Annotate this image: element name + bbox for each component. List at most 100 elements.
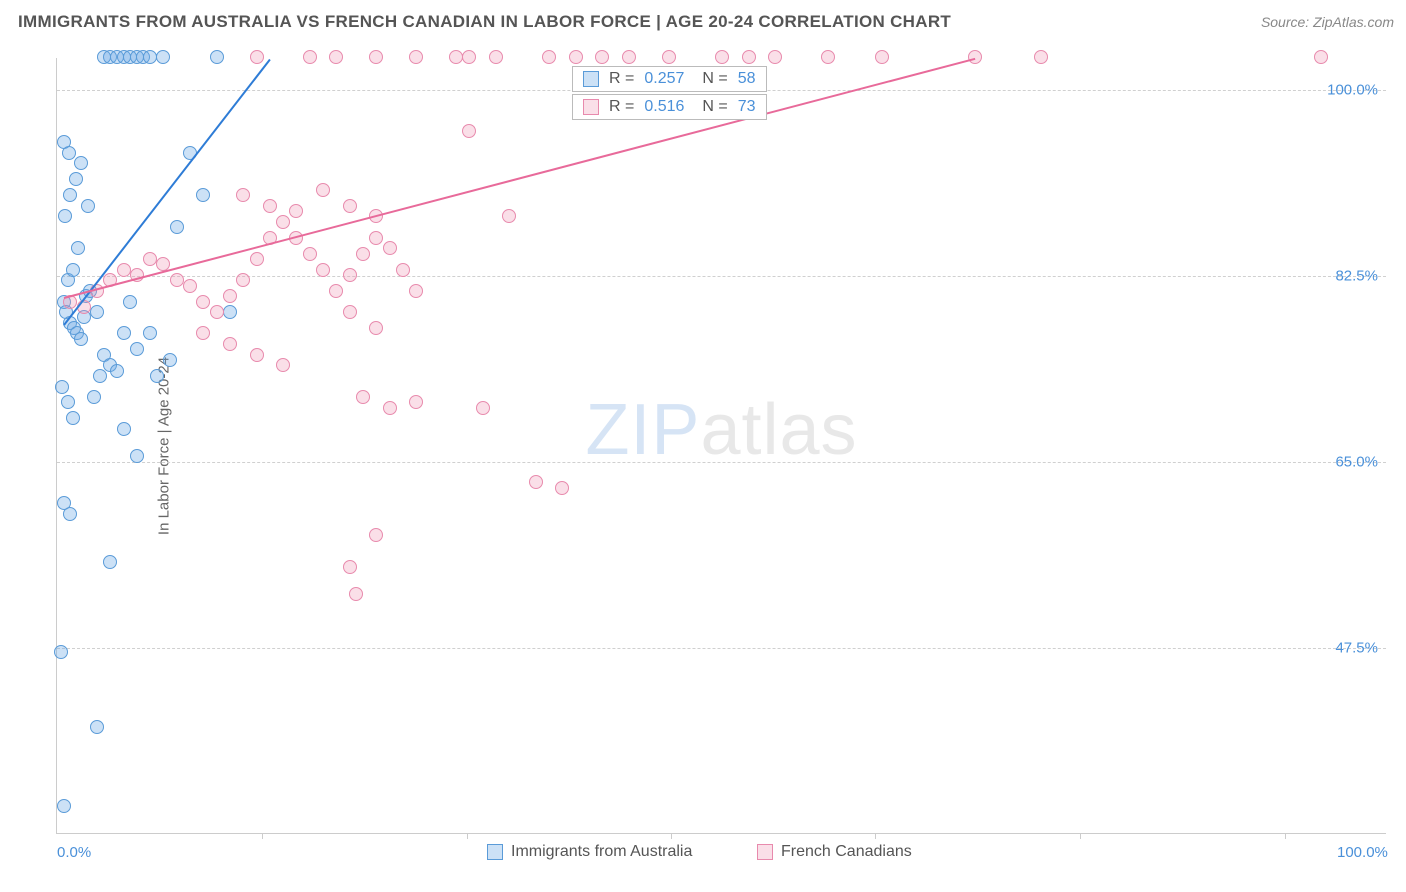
scatter-point	[462, 50, 476, 64]
scatter-point	[61, 395, 75, 409]
scatter-point	[489, 50, 503, 64]
scatter-point	[69, 172, 83, 186]
scatter-point	[1314, 50, 1328, 64]
scatter-point	[462, 124, 476, 138]
title-bar: IMMIGRANTS FROM AUSTRALIA VS FRENCH CANA…	[0, 0, 1406, 44]
gridline-h	[57, 648, 1386, 649]
scatter-point	[130, 449, 144, 463]
scatter-point	[329, 284, 343, 298]
scatter-point	[62, 146, 76, 160]
scatter-point	[369, 231, 383, 245]
scatter-point	[383, 241, 397, 255]
series-legend-item: Immigrants from Australia	[487, 843, 692, 861]
scatter-point	[1034, 50, 1048, 64]
scatter-point	[170, 273, 184, 287]
legend-swatch	[583, 99, 599, 115]
y-tick-label: 47.5%	[1335, 639, 1378, 656]
scatter-point	[66, 411, 80, 425]
scatter-point	[143, 252, 157, 266]
scatter-point	[409, 284, 423, 298]
scatter-point	[90, 305, 104, 319]
scatter-point	[343, 560, 357, 574]
scatter-point	[196, 188, 210, 202]
y-axis-label: In Labor Force | Age 20-24	[156, 356, 173, 534]
scatter-point	[63, 507, 77, 521]
scatter-point	[250, 252, 264, 266]
scatter-point	[156, 50, 170, 64]
x-tick-mark	[671, 833, 672, 839]
scatter-point	[236, 188, 250, 202]
y-tick-label: 82.5%	[1335, 267, 1378, 284]
scatter-point	[356, 390, 370, 404]
x-tick-mark	[262, 833, 263, 839]
x-tick-label: 100.0%	[1337, 844, 1388, 861]
scatter-point	[622, 50, 636, 64]
stat-n-label: N =	[702, 98, 727, 116]
scatter-point	[170, 220, 184, 234]
scatter-point	[223, 337, 237, 351]
scatter-point	[196, 295, 210, 309]
y-tick-label: 65.0%	[1335, 453, 1378, 470]
stat-n-value: 58	[738, 70, 756, 88]
watermark: ZIPatlas	[585, 389, 857, 471]
scatter-point	[289, 204, 303, 218]
scatter-point	[196, 326, 210, 340]
scatter-point	[476, 401, 490, 415]
scatter-point	[595, 50, 609, 64]
scatter-point	[71, 241, 85, 255]
scatter-point	[768, 50, 782, 64]
scatter-point	[55, 380, 69, 394]
x-tick-mark	[467, 833, 468, 839]
scatter-point	[183, 279, 197, 293]
scatter-point	[87, 390, 101, 404]
stats-legend-row: R = 0.257 N = 58	[572, 66, 767, 92]
legend-swatch	[583, 71, 599, 87]
scatter-point	[54, 645, 68, 659]
scatter-point	[66, 263, 80, 277]
scatter-point	[303, 50, 317, 64]
scatter-point	[369, 50, 383, 64]
x-tick-mark	[875, 833, 876, 839]
scatter-point	[130, 342, 144, 356]
stat-r-label: R =	[609, 70, 634, 88]
scatter-point	[143, 326, 157, 340]
scatter-point	[276, 358, 290, 372]
scatter-point	[529, 475, 543, 489]
x-tick-mark	[1080, 833, 1081, 839]
scatter-point	[57, 799, 71, 813]
series-legend-item: French Canadians	[757, 843, 912, 861]
stat-r-value: 0.257	[644, 70, 684, 88]
scatter-point	[58, 209, 72, 223]
scatter-point	[742, 50, 756, 64]
scatter-point	[117, 422, 131, 436]
scatter-point	[236, 273, 250, 287]
scatter-point	[715, 50, 729, 64]
scatter-point	[210, 305, 224, 319]
scatter-point	[81, 199, 95, 213]
stats-legend-row: R =0.516N =73	[572, 94, 767, 120]
scatter-point	[369, 321, 383, 335]
x-tick-mark	[1285, 833, 1286, 839]
scatter-point	[150, 369, 164, 383]
scatter-point	[343, 305, 357, 319]
scatter-point	[449, 50, 463, 64]
series-label: French Canadians	[781, 843, 912, 861]
stat-r-label: R =	[609, 98, 634, 116]
scatter-point	[343, 199, 357, 213]
scatter-point	[369, 528, 383, 542]
watermark-zip: ZIP	[585, 390, 700, 470]
scatter-point	[875, 50, 889, 64]
stat-n-label: N =	[702, 70, 727, 88]
scatter-point	[356, 247, 370, 261]
series-label: Immigrants from Australia	[511, 843, 692, 861]
scatter-point	[569, 50, 583, 64]
scatter-chart: In Labor Force | Age 20-24 ZIPatlas 47.5…	[56, 58, 1386, 834]
scatter-point	[542, 50, 556, 64]
scatter-point	[409, 395, 423, 409]
source-attribution: Source: ZipAtlas.com	[1261, 14, 1394, 30]
legend-swatch	[487, 844, 503, 860]
scatter-point	[90, 720, 104, 734]
scatter-point	[110, 364, 124, 378]
gridline-h	[57, 462, 1386, 463]
scatter-point	[223, 305, 237, 319]
